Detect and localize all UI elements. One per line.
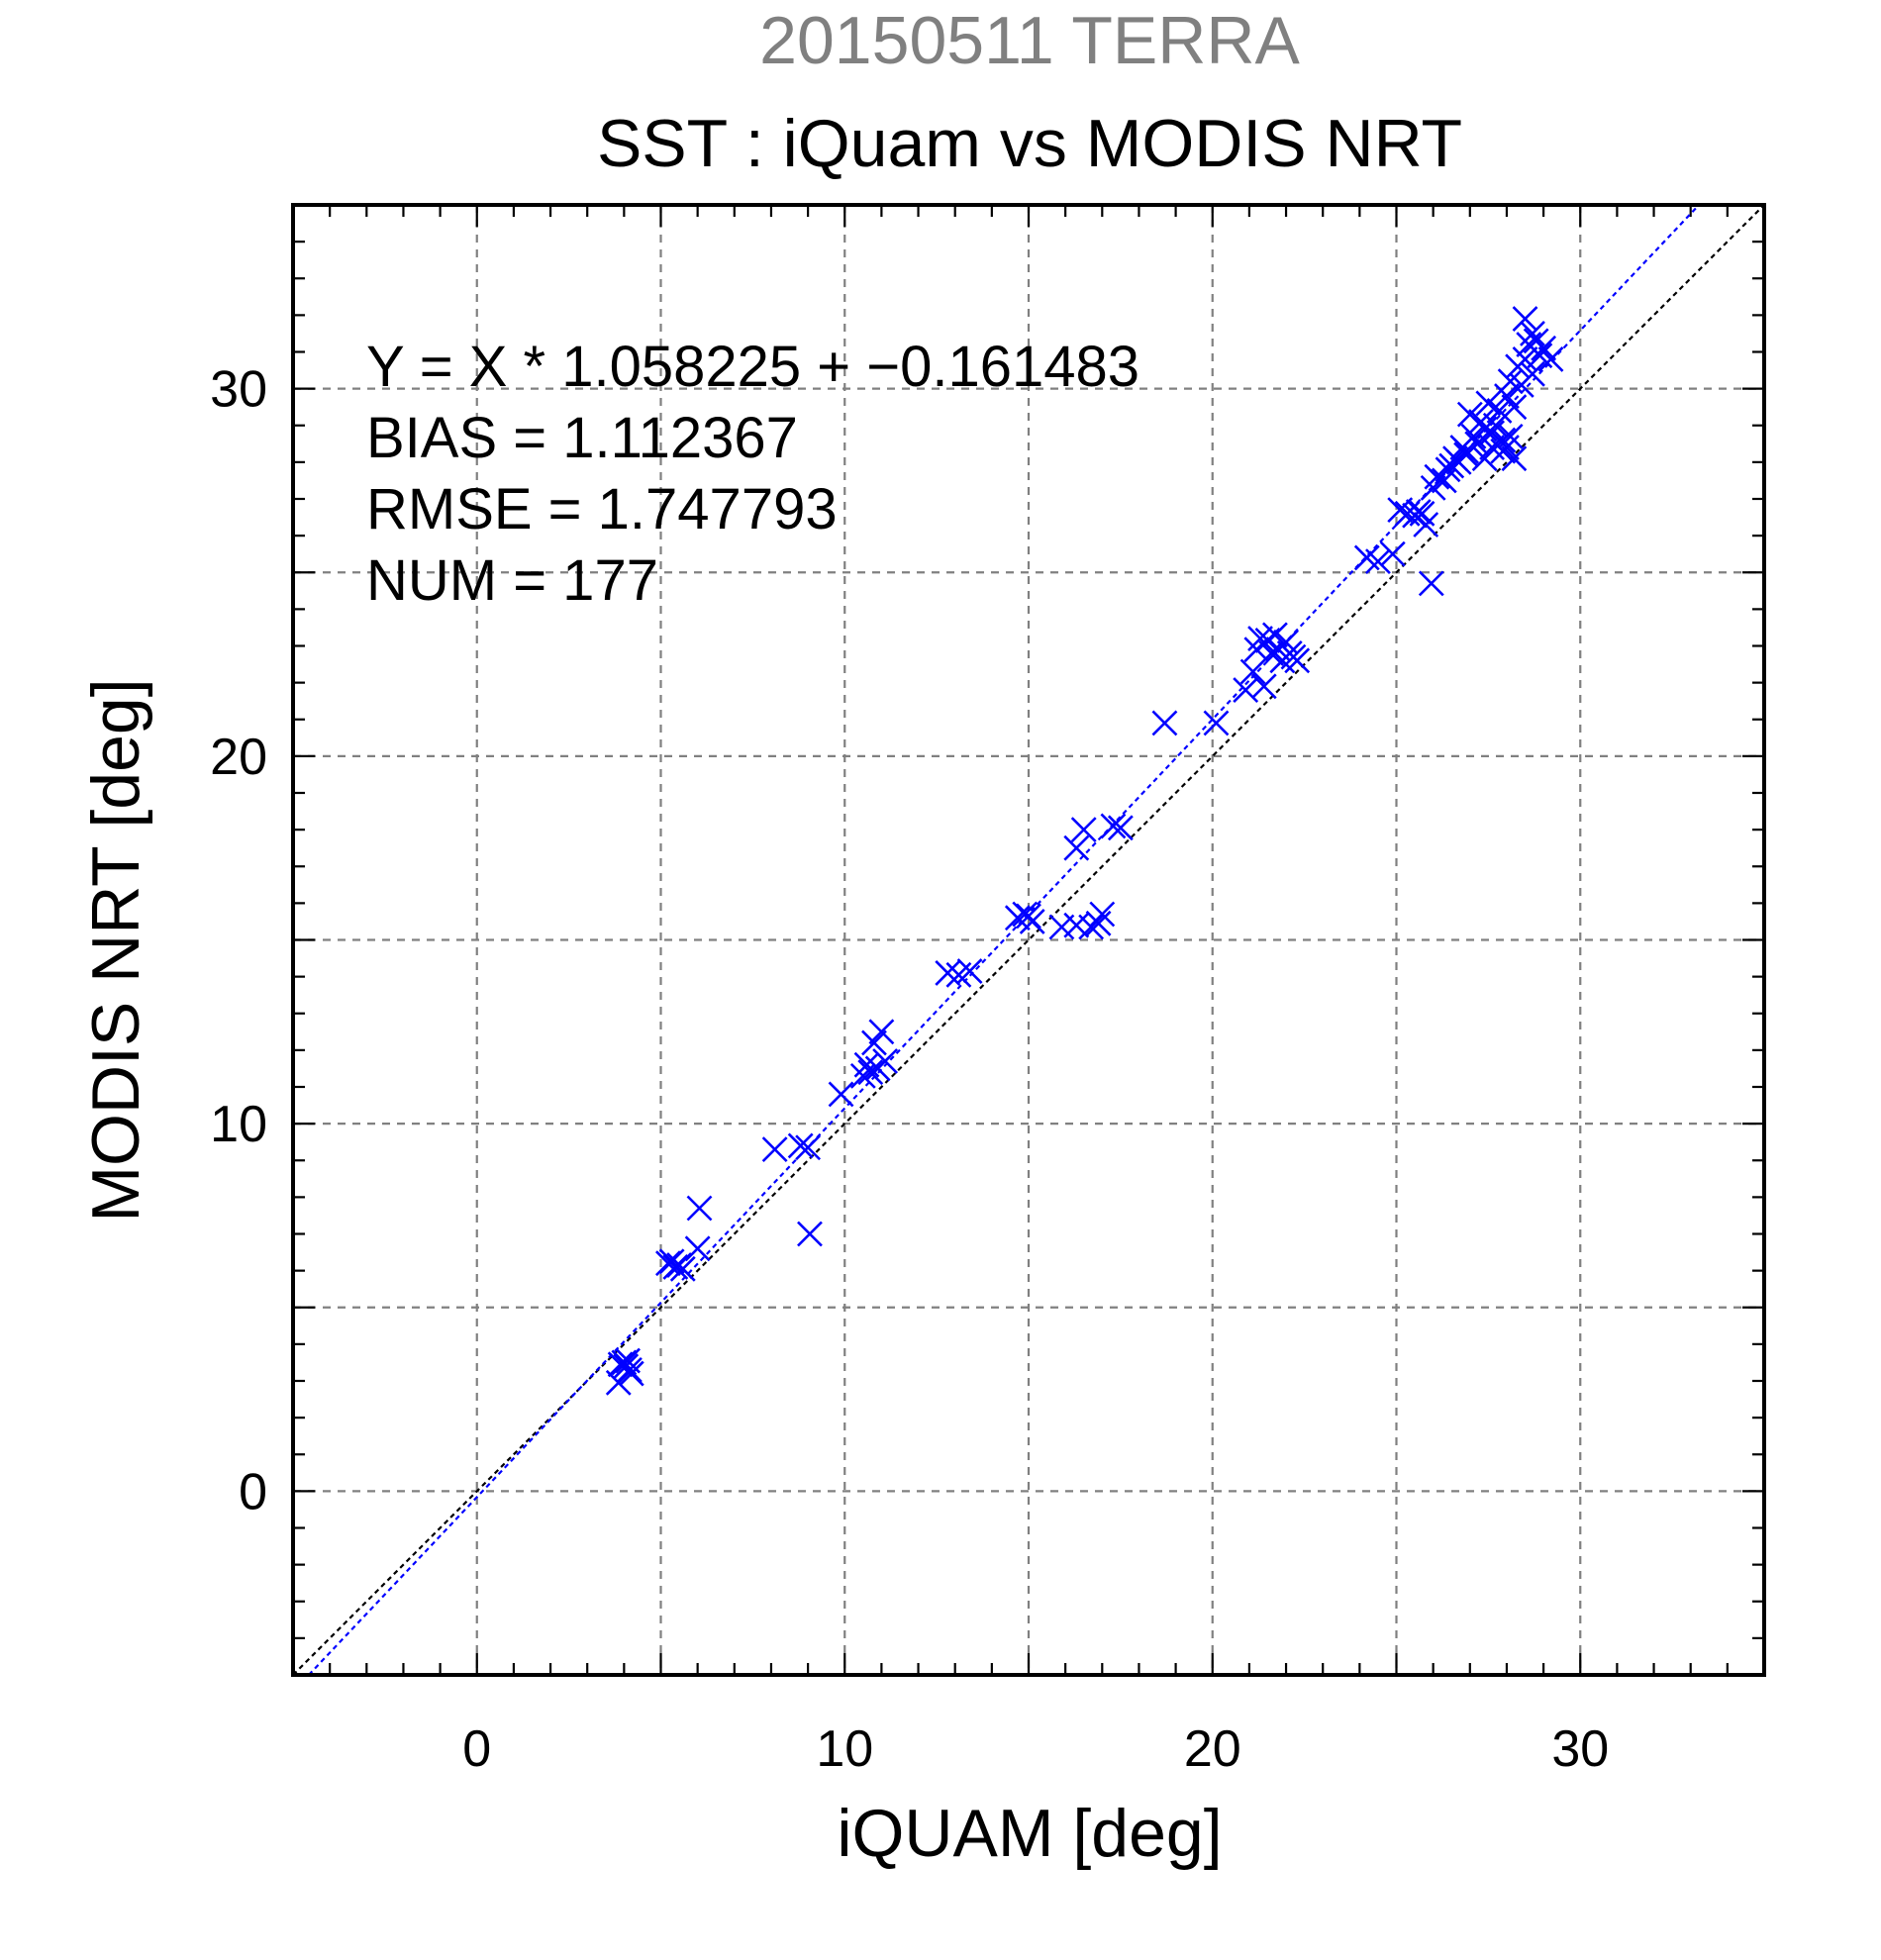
data-point bbox=[1203, 710, 1230, 736]
data-points bbox=[605, 306, 1564, 1396]
data-point bbox=[857, 1059, 884, 1086]
grid-lines bbox=[293, 205, 1764, 1675]
data-point bbox=[1016, 903, 1041, 930]
identity-line bbox=[292, 204, 1765, 1676]
x-tick-label: 30 bbox=[1551, 1720, 1609, 1778]
data-point bbox=[1100, 813, 1127, 839]
y-tick-label: 30 bbox=[210, 361, 267, 419]
x-tick-label: 0 bbox=[462, 1720, 491, 1778]
stats-rmse: RMSE = 1.747793 bbox=[366, 477, 838, 541]
data-point bbox=[1247, 626, 1273, 651]
data-point bbox=[1512, 346, 1538, 372]
data-point bbox=[1261, 622, 1288, 648]
stats-equation: Y = X * 1.058225 + −0.161483 bbox=[366, 335, 1139, 399]
data-point bbox=[1494, 383, 1520, 409]
data-point bbox=[1250, 673, 1277, 700]
data-point bbox=[1486, 397, 1513, 424]
data-point bbox=[1089, 901, 1116, 928]
data-point bbox=[617, 1356, 643, 1383]
stats-num: NUM = 177 bbox=[366, 548, 658, 613]
data-point bbox=[1418, 570, 1444, 597]
x-axis-label: iQUAM [deg] bbox=[837, 1796, 1222, 1871]
data-point bbox=[686, 1195, 713, 1222]
data-point bbox=[655, 1250, 681, 1277]
data-point bbox=[761, 1136, 788, 1163]
data-point bbox=[1151, 710, 1178, 736]
x-tick-label: 20 bbox=[1184, 1720, 1241, 1778]
data-point bbox=[1453, 438, 1479, 464]
data-point bbox=[669, 1255, 696, 1282]
data-point bbox=[658, 1248, 685, 1275]
data-point bbox=[1501, 394, 1528, 421]
data-point bbox=[861, 1029, 887, 1056]
data-point bbox=[684, 1235, 711, 1262]
y-tick-label: 20 bbox=[210, 729, 267, 786]
data-point bbox=[828, 1081, 854, 1108]
data-point bbox=[795, 1134, 822, 1161]
data-point bbox=[868, 1019, 895, 1045]
x-tick-label: 10 bbox=[816, 1720, 873, 1778]
data-point bbox=[662, 1253, 689, 1280]
data-point bbox=[1284, 647, 1311, 674]
data-point bbox=[1520, 360, 1545, 387]
stats-box: Y = X * 1.058225 + −0.161483 BIAS = 1.11… bbox=[366, 335, 1139, 613]
stats-bias: BIAS = 1.112367 bbox=[366, 406, 798, 470]
data-point bbox=[1004, 905, 1031, 931]
data-point bbox=[1233, 677, 1259, 703]
data-point bbox=[1520, 321, 1545, 346]
data-point bbox=[1078, 914, 1105, 940]
data-point bbox=[787, 1132, 814, 1159]
data-point bbox=[1085, 910, 1112, 936]
data-point bbox=[1019, 909, 1045, 934]
data-point bbox=[872, 1048, 899, 1074]
data-point bbox=[1537, 346, 1564, 372]
y-tick-label: 10 bbox=[210, 1096, 267, 1153]
y-tick-label: 0 bbox=[239, 1463, 267, 1520]
data-point bbox=[1365, 548, 1391, 575]
chart-header: 20150511 TERRA bbox=[759, 3, 1300, 78]
data-point bbox=[1063, 834, 1090, 861]
data-point bbox=[1494, 435, 1520, 460]
data-point bbox=[797, 1221, 823, 1247]
data-point bbox=[1379, 540, 1406, 567]
data-point bbox=[611, 1349, 638, 1376]
data-point bbox=[1413, 512, 1439, 538]
data-point bbox=[956, 958, 983, 984]
data-point bbox=[1475, 390, 1502, 417]
data-point bbox=[1070, 817, 1097, 843]
data-point bbox=[935, 959, 961, 986]
chart-title: SST : iQuam vs MODIS NRT bbox=[597, 106, 1462, 181]
data-point bbox=[1471, 445, 1498, 472]
data-point bbox=[618, 1360, 644, 1387]
data-point bbox=[1531, 335, 1557, 361]
data-point bbox=[1501, 445, 1528, 472]
data-point bbox=[1405, 499, 1432, 525]
plot-frame bbox=[291, 203, 1766, 1677]
y-axis-label: MODIS NRT [deg] bbox=[78, 678, 153, 1222]
tick-labels: 0 10 20 30 0 10 20 30 bbox=[210, 361, 1609, 1778]
data-point bbox=[1107, 815, 1134, 841]
data-point bbox=[1512, 306, 1538, 333]
